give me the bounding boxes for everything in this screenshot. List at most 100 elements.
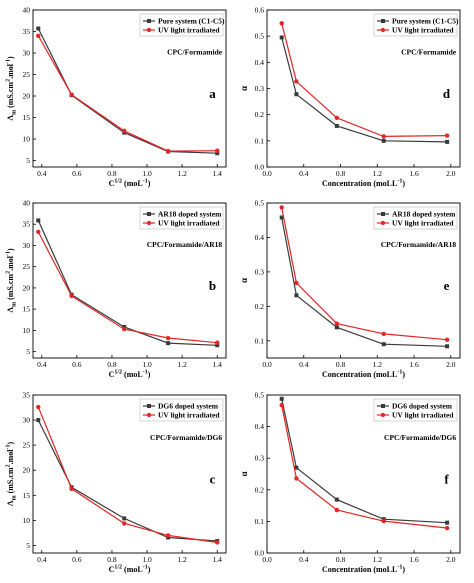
data-point [36,404,41,410]
y-tick-label: 35 [23,27,31,36]
data-point [444,133,450,138]
data-point [444,525,450,531]
plot-frame [266,394,461,554]
legend-entry: UV light irradiated [158,411,220,420]
data-point [122,326,127,332]
legend-box [139,13,224,37]
data-point [215,148,220,153]
system-label: CPC/Formamide/AR18 [381,240,457,249]
legend-marker [380,412,386,418]
y-axis-label: Λm (mS.cm2.mol-1) [6,248,18,313]
data-point [165,335,171,341]
x-tick-label: 0.6 [72,360,82,369]
y-tick-label: 5 [26,156,30,165]
legend: Pure system (C1-C5)UV light irradiated [139,13,225,37]
x-tick-label: 2.0 [446,555,456,564]
y-tick-label: 30 [23,416,31,425]
y-tick-label: 0.3 [255,267,265,276]
x-tick-label: 1.2 [177,555,187,564]
y-tick-label: 0.1 [255,336,265,345]
legend-entry: UV light irradiated [392,219,454,228]
legend-marker [146,220,152,226]
y-tick-label: 0.3 [255,454,265,463]
y-tick-label: 10 [23,135,31,144]
y-tick-label: 0.1 [255,136,265,145]
data-point [279,215,284,220]
legend: Pure system (C1-C5)UV light irradiated [373,13,459,37]
data-point [445,139,450,144]
data-point [36,218,41,223]
data-point [36,33,41,39]
y-tick-label: 15 [23,113,31,122]
y-tick-label: 0.0 [255,549,265,558]
legend-marker [380,27,386,33]
panel-letter: d [443,86,451,101]
y-tick-label: 0.0 [255,163,265,172]
y-tick-label: 10 [23,326,31,335]
data-point [215,151,220,156]
panel-f: 0.0 0.4 0.8 1.2 1.6 2.0 0.0 0.1 0.2 0.3 0.4 0.5 Conc… [239,391,461,574]
x-tick-label: 0.4 [37,555,47,564]
data-point [36,229,41,235]
x-axis-label: C1/2 (moL-1) [109,179,151,189]
data-point [122,516,127,521]
data-point [69,486,74,491]
x-tick-label: 0.4 [299,169,309,178]
x-tick-label: 0.4 [37,360,47,369]
x-tick-label: 1.4 [213,169,223,178]
data-point [294,293,299,298]
legend-entry: DG6 doped system [158,402,219,411]
data-point [444,337,450,342]
x-tick-label: 0.0 [262,169,272,178]
data-point [334,123,339,128]
x-tick-label: 1.0 [142,555,152,564]
legend-marker [146,412,152,418]
data-point [381,331,386,337]
legend-marker [381,212,385,216]
x-tick-label: 1.2 [373,360,383,369]
x-tick-label: 1.6 [409,360,419,369]
data-point [215,343,220,348]
data-point [334,507,340,513]
data-point [165,533,171,538]
legend-marker [380,220,386,226]
legend-box [139,206,224,230]
legend-entry: UV light irradiated [158,219,220,228]
y-tick-label: 5 [26,541,30,550]
x-tick-label: 0.8 [107,169,117,178]
y-tick-label: 0.5 [255,199,265,208]
series-line-2 [281,404,448,529]
data-point [294,92,299,97]
legend-box [373,13,458,37]
legend-box [139,398,224,422]
data-point [381,342,386,347]
data-point [381,518,386,524]
data-point [381,138,386,143]
x-tick-label: 0.8 [336,169,346,178]
legend-entry: UV light irradiated [392,26,454,35]
x-tick-label: 0.0 [262,555,272,564]
legend-marker [147,19,151,23]
plot-frame [32,394,227,554]
x-tick-label: 0.6 [72,169,82,178]
x-tick-label: 0.6 [72,555,82,564]
y-tick-label: 25 [23,441,31,450]
data-point [294,79,299,84]
data-point [69,293,74,299]
y-tick-label: 0.5 [255,391,265,400]
y-axis-label: α [239,471,249,476]
panel-e: 0.0 0.4 0.8 1.2 1.6 2.0 0.1 0.2 0.3 0.4 0.5 Concent… [239,199,461,379]
y-tick-label: 15 [23,491,31,500]
legend-box [373,206,458,230]
data-point [215,540,220,545]
legend-entry: UV light irradiated [392,411,454,420]
x-tick-label: 0.8 [107,360,117,369]
data-point [69,92,74,97]
y-tick-label: 25 [23,70,31,79]
data-point [445,520,450,525]
panel-letter: a [209,86,216,101]
x-tick-label: 1.2 [177,169,187,178]
data-point [334,115,340,121]
